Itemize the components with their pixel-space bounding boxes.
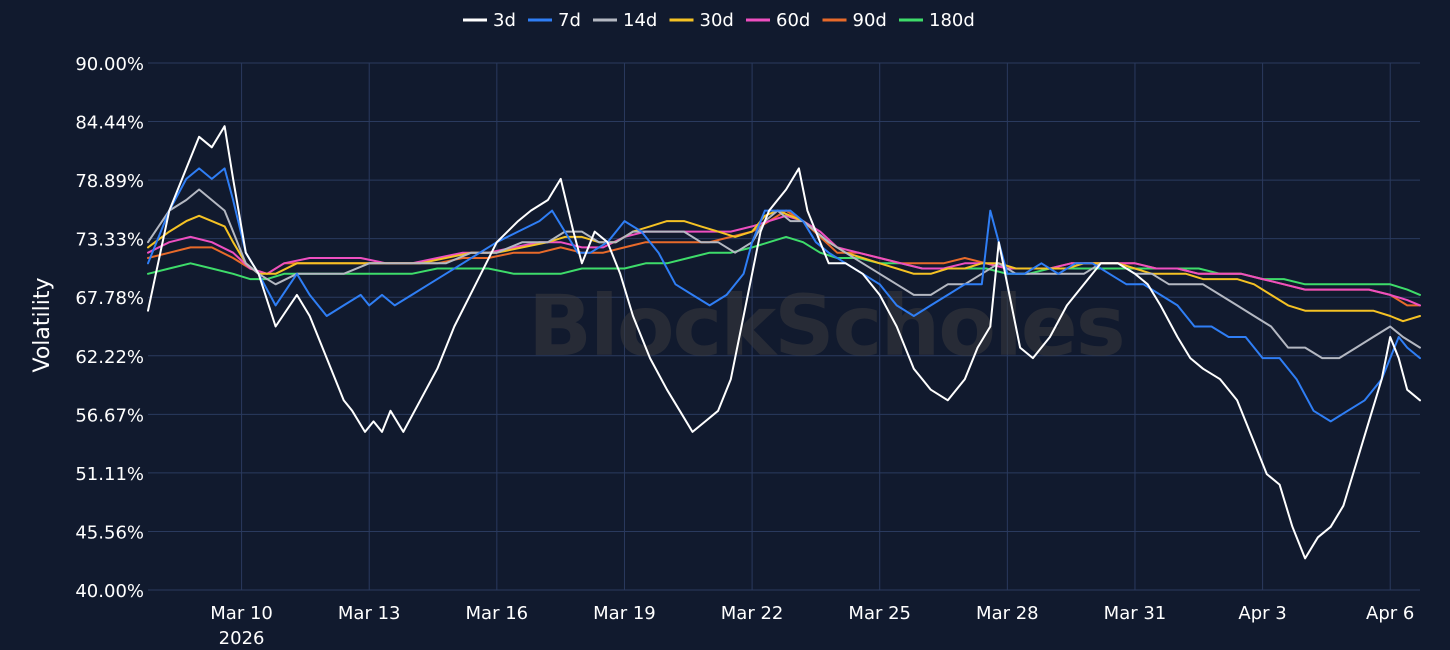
legend-label: 30d [700, 10, 734, 31]
x-tick-label: Apr 6 [1366, 603, 1414, 624]
x-tick-label: Mar 19 [593, 603, 656, 624]
legend-label: 7d [558, 10, 581, 31]
legend-label: 3d [493, 10, 516, 31]
watermark: BlockScholes [528, 277, 1124, 375]
series-line-7d [147, 167, 1421, 423]
legend-item-7d[interactable]: 7d [528, 10, 581, 31]
x-tick-label: Mar 22 [721, 603, 784, 624]
x-tick-label: Mar 28 [976, 603, 1039, 624]
y-axis-ticks: 40.00% 45.56% 51.11% 56.67% 62.22% 67.78% 73.3… [75, 54, 144, 602]
y-axis-title: Volatility [30, 277, 55, 372]
y-tick-label: 62.22% [75, 347, 144, 368]
legend-item-60d[interactable]: 60d [746, 10, 810, 31]
x-axis-ticks: Mar 10 2026 Mar 13 Mar 16 Mar 19 Mar 22 Mar 25… [210, 603, 1414, 649]
series-line-14d [147, 188, 1421, 360]
legend-item-180d[interactable]: 180d [899, 10, 975, 31]
series-lines [147, 125, 1421, 560]
legend[interactable]: 3d 7d 14d 30d 60d 90d 180d [463, 10, 975, 31]
y-tick-label: 73.33% [75, 230, 144, 251]
legend-label: 60d [776, 10, 810, 31]
x-tick-label: Mar 16 [466, 603, 529, 624]
legend-item-30d[interactable]: 30d [669, 10, 734, 31]
legend-label: 90d [853, 10, 887, 31]
y-tick-label: 90.00% [75, 54, 144, 75]
y-tick-label: 78.89% [75, 171, 144, 192]
legend-item-3d[interactable]: 3d [463, 10, 516, 31]
y-tick-label: 51.11% [75, 464, 144, 485]
x-tick-label: Mar 10 [210, 603, 273, 624]
y-tick-label: 84.44% [75, 113, 144, 134]
y-tick-label: 40.00% [75, 581, 144, 602]
gridlines [148, 62, 1420, 591]
series-line-3d [147, 125, 1421, 560]
legend-item-90d[interactable]: 90d [822, 10, 887, 31]
x-tick-sublabel: 2026 [219, 628, 265, 649]
x-tick-label: Apr 3 [1238, 603, 1286, 624]
legend-item-14d[interactable]: 14d [593, 10, 657, 31]
x-tick-label: Mar 25 [848, 603, 911, 624]
x-tick-label: Mar 31 [1104, 603, 1167, 624]
legend-label: 14d [623, 10, 657, 31]
x-tick-label: Mar 13 [338, 603, 401, 624]
y-tick-label: 67.78% [75, 288, 144, 309]
y-tick-label: 45.56% [75, 522, 144, 543]
y-tick-label: 56.67% [75, 405, 144, 426]
legend-label: 180d [929, 10, 975, 31]
